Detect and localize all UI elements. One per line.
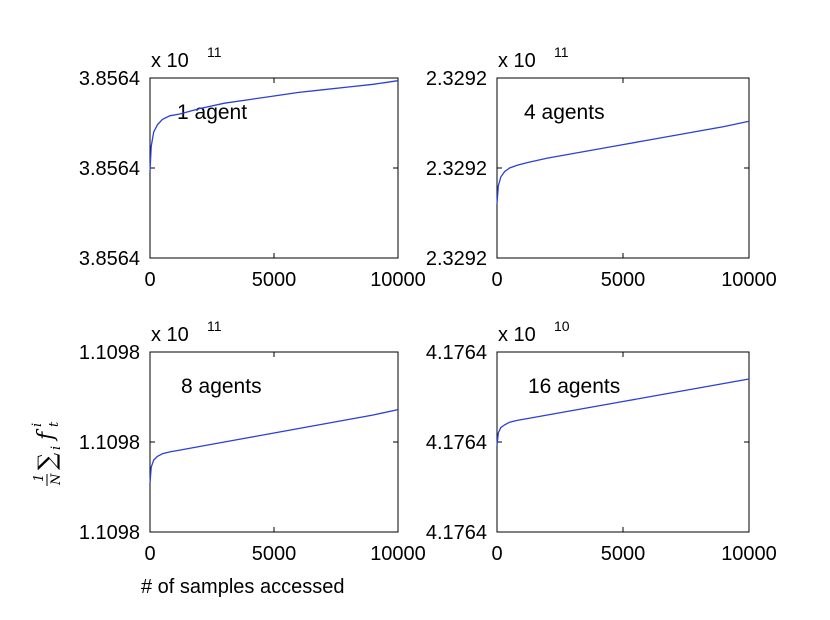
y-label-f-sup: i bbox=[30, 423, 45, 427]
series-line bbox=[496, 120, 750, 205]
x-tick-label: 5000 bbox=[601, 269, 646, 291]
subplot-4: 0 5000 10000 4.1764 4.1764 4.1764 x 10 10 16 age… bbox=[426, 318, 777, 565]
exponent-label: x 10 bbox=[498, 50, 536, 72]
series-line bbox=[149, 80, 399, 172]
y-tick-label: 1.1098 bbox=[79, 342, 140, 364]
x-tick-label: 10000 bbox=[370, 269, 426, 291]
exponent-power: 11 bbox=[207, 44, 222, 60]
exponent-label: x 10 bbox=[498, 324, 536, 346]
subplot-1: 0 5000 10000 3.8564 3.8564 3.8564 x 10 11 1 agen… bbox=[79, 44, 426, 291]
x-tick-label: 5000 bbox=[252, 269, 297, 291]
y-tick-label: 3.8564 bbox=[79, 158, 140, 180]
y-label-f-sub: t bbox=[47, 421, 62, 427]
y-tick-label: 3.8564 bbox=[79, 68, 140, 90]
y-axis-label: 1 N ∑ i f i t bbox=[30, 421, 64, 486]
x-tick-label: 5000 bbox=[601, 543, 646, 565]
x-tick-label: 0 bbox=[491, 543, 502, 565]
y-tick-label: 2.3292 bbox=[426, 68, 487, 90]
panel-annotation: 1 agent bbox=[177, 101, 247, 124]
x-tick-label: 0 bbox=[144, 543, 155, 565]
subplot-2: 0 5000 10000 2.3292 2.3292 2.3292 x 10 11 4 agen… bbox=[426, 44, 777, 291]
series-line bbox=[149, 408, 399, 484]
x-tick-label: 0 bbox=[491, 269, 502, 291]
panel-annotation: 4 agents bbox=[524, 101, 605, 124]
y-tick-label: 2.3292 bbox=[426, 248, 487, 270]
y-label-frac-num: 1 bbox=[32, 474, 47, 482]
axes-box bbox=[149, 77, 399, 259]
x-tick-label: 10000 bbox=[370, 543, 426, 565]
series-line bbox=[496, 378, 750, 446]
x-tick-label: 10000 bbox=[721, 543, 777, 565]
y-tick-label: 4.1764 bbox=[426, 432, 487, 454]
x-tick-label: 10000 bbox=[721, 269, 777, 291]
exponent-label: x 10 bbox=[151, 324, 189, 346]
exponent-label: x 10 bbox=[151, 50, 189, 72]
y-tick-label: 4.1764 bbox=[426, 342, 487, 364]
x-tick-label: 0 bbox=[144, 269, 155, 291]
y-tick-label: 1.1098 bbox=[79, 432, 140, 454]
panel-annotation: 16 agents bbox=[528, 375, 620, 398]
y-tick-label: 1.1098 bbox=[79, 522, 140, 544]
panel-annotation: 8 agents bbox=[181, 375, 262, 398]
y-tick-label: 4.1764 bbox=[426, 522, 487, 544]
x-axis-label: # of samples accessed bbox=[141, 576, 344, 598]
subplot-3: 0 5000 10000 1.1098 1.1098 1.1098 x 10 11 8 agen… bbox=[79, 318, 426, 565]
y-label-sum: ∑ bbox=[33, 453, 61, 470]
exponent-power: 10 bbox=[554, 318, 570, 334]
y-tick-label: 2.3292 bbox=[426, 158, 487, 180]
x-tick-label: 5000 bbox=[252, 543, 297, 565]
y-label-sum-sub: i bbox=[49, 446, 64, 450]
axes-box bbox=[496, 351, 750, 533]
axes-box bbox=[149, 351, 399, 533]
y-label-f: f bbox=[34, 428, 59, 442]
exponent-power: 11 bbox=[554, 44, 569, 60]
exponent-power: 11 bbox=[207, 318, 222, 334]
y-tick-label: 3.8564 bbox=[79, 248, 140, 270]
y-label-frac-den: N bbox=[49, 473, 64, 486]
